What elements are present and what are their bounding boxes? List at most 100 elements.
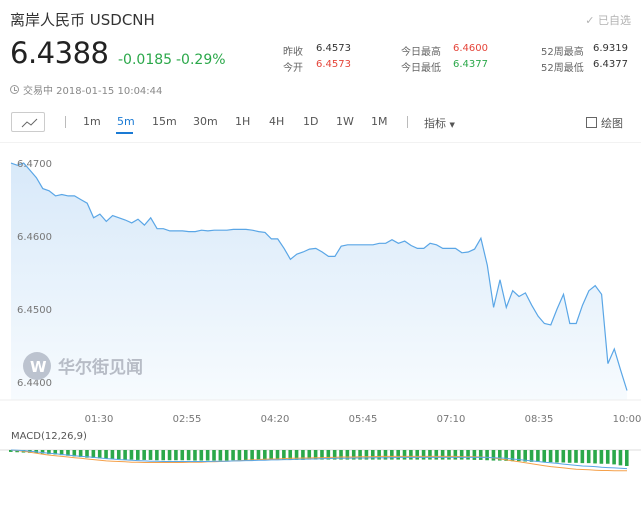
macd-bar [421, 450, 426, 460]
day-high-value: 6.4600 [453, 43, 488, 54]
macd-bar [243, 450, 248, 461]
macd-bar [345, 450, 350, 460]
price-area [11, 163, 627, 400]
macd-bar [567, 450, 572, 463]
trading-status-text: 交易中 2018-01-15 10:04:44 [23, 86, 163, 97]
draw-label: 绘图 [601, 117, 623, 130]
interval-1h[interactable]: 1H [235, 115, 251, 128]
macd-bar [383, 450, 388, 460]
macd-bar [66, 450, 70, 456]
x-tick-label: 05:45 [349, 414, 378, 425]
macd-bar [440, 450, 445, 460]
macd-bar [47, 450, 51, 455]
interval-1d[interactable]: 1D [303, 115, 319, 128]
interval-5m[interactable]: 5m [117, 115, 135, 128]
x-tick-label: 07:10 [437, 414, 466, 425]
interval-4h[interactable]: 4H [269, 115, 285, 128]
price-chart[interactable]: 6.4700 6.4600 6.4500 6.4400 W 华尔街见闻 01:30 02… [0, 141, 641, 501]
macd-bar [529, 450, 534, 462]
macd-bar [459, 450, 464, 460]
macd-bar [97, 450, 102, 459]
macd-bar [320, 450, 324, 460]
toolbar-divider [407, 116, 408, 128]
macd-bar [415, 450, 420, 460]
macd-bar [313, 450, 318, 460]
price-change-percent: -0.29% [176, 52, 226, 68]
draw-icon [586, 117, 597, 128]
macd-bar [390, 450, 394, 460]
macd-bar [256, 450, 261, 461]
macd-bar [517, 450, 521, 462]
line-chart-icon [21, 118, 38, 128]
macd-bar [40, 450, 45, 454]
macd-bar [9, 450, 13, 452]
x-tick-label: 02:55 [173, 414, 202, 425]
added-to-watchlist-button[interactable]: ✓ 已自选 [585, 14, 631, 27]
macd-bar [142, 450, 146, 460]
macd-bar [396, 450, 400, 460]
toolbar-divider [65, 116, 66, 128]
chart-type-button[interactable] [11, 112, 45, 132]
interval-1mo[interactable]: 1M [371, 115, 388, 128]
instrument-title: 离岸人民币 USDCNH [10, 11, 155, 29]
macd-bar [78, 450, 83, 458]
macd-bar [453, 450, 458, 460]
macd-bar [91, 450, 96, 458]
interval-30m[interactable]: 30m [193, 115, 218, 128]
macd-bar [231, 450, 235, 461]
macd-bar [358, 450, 362, 460]
macd-bar [593, 450, 597, 464]
y-axis-ticks: 6.4700 6.4600 6.4500 6.4400 [17, 159, 52, 389]
macd-bar [351, 450, 356, 460]
macd-bar [599, 450, 604, 464]
x-axis-ticks: 01:30 02:55 04:20 05:45 07:10 08:35 10:00 [85, 414, 641, 425]
macd-bar [218, 450, 223, 461]
macd-bar [129, 450, 134, 460]
price-line [10, 162, 628, 391]
watermark-text: 华尔街见闻 [58, 357, 143, 378]
day-low-value: 6.4377 [453, 59, 488, 70]
x-tick-label: 10:00 [613, 414, 641, 425]
macd-bar [332, 450, 337, 460]
macd-label: MACD(12,26,9) [11, 431, 87, 442]
prev-close-value: 6.4573 [316, 43, 351, 54]
macd-bar [402, 450, 407, 460]
price-chart-svg[interactable]: 6.4700 6.4600 6.4500 6.4400 W 华尔街见闻 01:30 02… [0, 141, 641, 501]
macd-bar [237, 450, 242, 461]
macd-bar [485, 450, 489, 461]
wk52-high-label: 52周最高 [541, 47, 584, 58]
macd-bar [555, 450, 559, 463]
macd-bar [288, 450, 293, 460]
wk52-low-label: 52周最低 [541, 63, 584, 74]
macd-bar [618, 450, 623, 466]
macd-bar [205, 450, 210, 461]
x-tick-label: 04:20 [261, 414, 290, 425]
y-tick-label: 6.4700 [17, 159, 52, 170]
macd-bar [548, 450, 553, 463]
macd-bar [148, 450, 153, 460]
wk52-low-value: 6.4377 [593, 59, 628, 70]
macd-bar [612, 450, 616, 465]
macd-bar [370, 450, 375, 460]
macd-bar [224, 450, 229, 461]
interval-1w[interactable]: 1W [336, 115, 354, 128]
indicator-dropdown[interactable]: 指标 ▼ [424, 115, 455, 131]
macd-bar [504, 450, 508, 461]
macd-bar [605, 450, 610, 464]
draw-button[interactable]: 绘图 [586, 115, 623, 131]
macd-bar [542, 450, 547, 463]
macd-bar [294, 450, 299, 460]
macd-bar [104, 450, 108, 459]
active-interval-underline [116, 132, 133, 134]
interval-1m[interactable]: 1m [83, 115, 101, 128]
wk52-high-value: 6.9319 [593, 43, 628, 54]
macd-bar [466, 450, 470, 460]
y-tick-label: 6.4600 [17, 232, 52, 243]
macd-bar [161, 450, 166, 461]
interval-15m[interactable]: 15m [152, 115, 177, 128]
price-change: -0.0185 [118, 52, 173, 68]
added-label: 已自选 [598, 14, 631, 27]
y-tick-label: 6.4500 [17, 305, 52, 316]
macd-bar [478, 450, 483, 460]
macd-bar [263, 450, 267, 461]
